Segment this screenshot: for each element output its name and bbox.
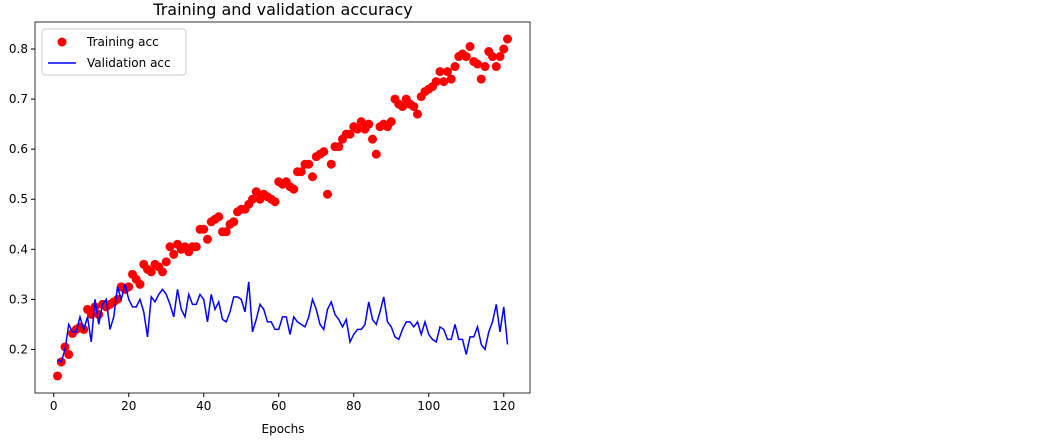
plot-frame (34, 21, 531, 394)
y-tick-label: 0.3 (9, 292, 28, 306)
chart-title: Training and validation accuracy (152, 0, 412, 19)
point (270, 197, 280, 207)
point (214, 212, 224, 222)
y-tick-label: 0.7 (9, 92, 28, 106)
legend-label: Training acc (86, 35, 159, 49)
point (308, 172, 317, 182)
x-tick-label: 80 (346, 399, 361, 413)
legend-box (41, 28, 187, 76)
point (221, 227, 231, 237)
point (398, 102, 407, 112)
point (304, 159, 314, 169)
point (368, 134, 377, 144)
point (158, 267, 167, 277)
point (323, 189, 332, 199)
point (386, 117, 396, 127)
point (345, 129, 355, 139)
y-tick-label: 0.6 (9, 142, 28, 156)
point (480, 62, 490, 72)
point (409, 102, 419, 112)
x-axis-label: Epochs (262, 422, 305, 436)
point (289, 184, 299, 194)
point (476, 74, 486, 84)
y-tick-label: 0.8 (9, 42, 28, 56)
point (450, 62, 460, 72)
point (495, 52, 505, 62)
y-tick-label: 0.4 (9, 242, 28, 256)
point (446, 74, 456, 84)
point (248, 194, 257, 204)
point (371, 149, 381, 159)
point (135, 279, 145, 289)
point (53, 371, 62, 381)
validation-line (57, 281, 509, 364)
legend-marker (57, 37, 67, 47)
point (364, 119, 374, 129)
point (353, 124, 362, 134)
y-tick-label: 0.2 (9, 342, 28, 356)
point (443, 67, 452, 77)
point (165, 242, 175, 252)
point (319, 147, 329, 157)
point (334, 142, 344, 152)
point (203, 234, 212, 244)
point (169, 249, 179, 259)
x-tick-label: 120 (492, 399, 515, 413)
x-tick-label: 100 (417, 399, 440, 413)
point (146, 267, 156, 277)
point (229, 217, 239, 227)
point (499, 44, 509, 54)
point (199, 224, 209, 234)
y-tick-label: 0.5 (9, 192, 28, 206)
x-tick-label: 20 (121, 399, 136, 413)
point (461, 52, 471, 62)
x-tick-label: 40 (196, 399, 211, 413)
x-tick-label: 60 (271, 399, 286, 413)
point (161, 257, 171, 267)
point (491, 62, 501, 72)
point (503, 34, 512, 44)
point (413, 109, 422, 119)
point (64, 349, 74, 359)
point (488, 52, 497, 62)
point (191, 242, 201, 252)
x-tick-label: 0 (50, 399, 58, 413)
point (356, 117, 366, 127)
point (326, 159, 336, 169)
point (473, 59, 482, 69)
point (439, 77, 449, 87)
point (465, 42, 475, 52)
legend: Training acc Validation acc (41, 28, 187, 76)
point (435, 67, 445, 77)
point (431, 77, 441, 87)
point (296, 167, 306, 177)
point (251, 187, 261, 197)
legend-label: Validation acc (87, 56, 171, 70)
